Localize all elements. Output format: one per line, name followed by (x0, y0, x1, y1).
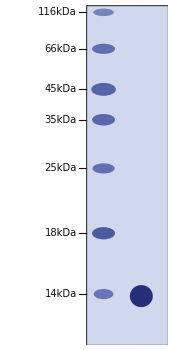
Bar (130, 5, 134, 345)
Bar (120, 5, 124, 345)
Ellipse shape (92, 114, 115, 126)
Ellipse shape (92, 44, 115, 54)
Ellipse shape (91, 83, 116, 96)
Ellipse shape (94, 289, 113, 299)
Bar (136, 5, 141, 345)
Bar (107, 5, 111, 345)
Ellipse shape (93, 163, 115, 174)
Bar (104, 5, 108, 345)
Bar (133, 5, 137, 345)
Text: 25kDa: 25kDa (45, 163, 77, 173)
Ellipse shape (93, 9, 114, 16)
Polygon shape (86, 5, 168, 345)
Bar (149, 5, 154, 345)
Text: 14kDa: 14kDa (45, 289, 77, 299)
Text: 18kDa: 18kDa (45, 228, 77, 238)
Bar (113, 5, 117, 345)
Bar (117, 5, 121, 345)
Bar (100, 5, 104, 345)
Bar (110, 5, 114, 345)
Text: 45kDa: 45kDa (45, 84, 77, 94)
Bar (143, 5, 147, 345)
Ellipse shape (92, 227, 115, 239)
Bar (146, 5, 150, 345)
Bar (97, 5, 101, 345)
Bar (140, 5, 144, 345)
Text: 116kDa: 116kDa (38, 7, 77, 18)
Ellipse shape (130, 285, 153, 307)
Bar (94, 5, 98, 345)
Bar (153, 5, 157, 345)
Text: 66kDa: 66kDa (45, 44, 77, 54)
Bar (156, 5, 160, 345)
Bar (127, 5, 131, 345)
Bar (123, 5, 127, 345)
Text: 35kDa: 35kDa (45, 115, 77, 125)
